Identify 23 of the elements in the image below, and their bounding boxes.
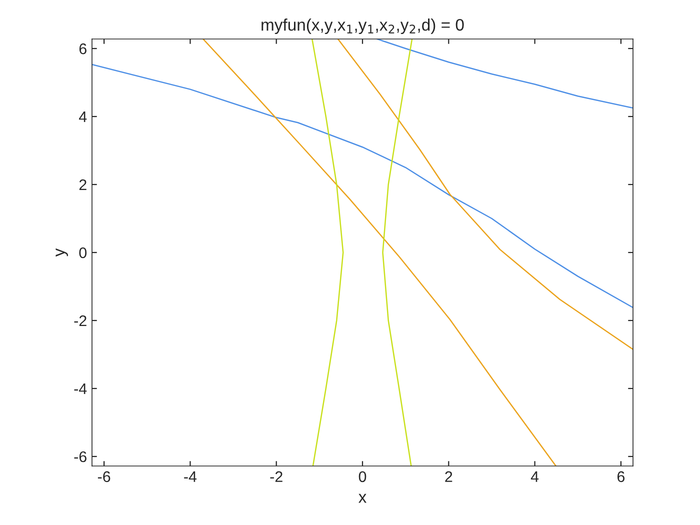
- line-series: [337, 39, 633, 350]
- y-axis-title: y: [56, 248, 68, 257]
- chart-title: myfun(x,y,x$_{1}$,y$_{1}$,x$_{2}$,y$_{2}$,d) = 0: [262, 18, 464, 34]
- x-tick-label: 6: [617, 471, 625, 482]
- y-tick-label: -2: [74, 315, 86, 326]
- y-tick-label: 6: [79, 43, 86, 54]
- line-series: [92, 64, 633, 308]
- line-series: [202, 39, 557, 466]
- x-tick-label: 4: [530, 471, 539, 482]
- y-tick-label: 2: [79, 179, 86, 190]
- y-tick-label: -4: [74, 384, 87, 394]
- x-tick-label: -4: [184, 471, 197, 482]
- line-series: [382, 39, 413, 466]
- x-tick-label: -6: [98, 471, 110, 482]
- x-axis-title: x: [358, 494, 366, 503]
- x-tick-label: 2: [445, 471, 452, 482]
- y-tick-label: 4: [78, 112, 87, 122]
- x-tick-label: 0: [358, 471, 366, 482]
- line-series: [376, 39, 633, 109]
- y-tick-label: 0: [79, 247, 87, 258]
- y-tick-label: -6: [74, 451, 86, 462]
- x-tick-label: -2: [270, 471, 282, 482]
- line-series: [311, 39, 344, 466]
